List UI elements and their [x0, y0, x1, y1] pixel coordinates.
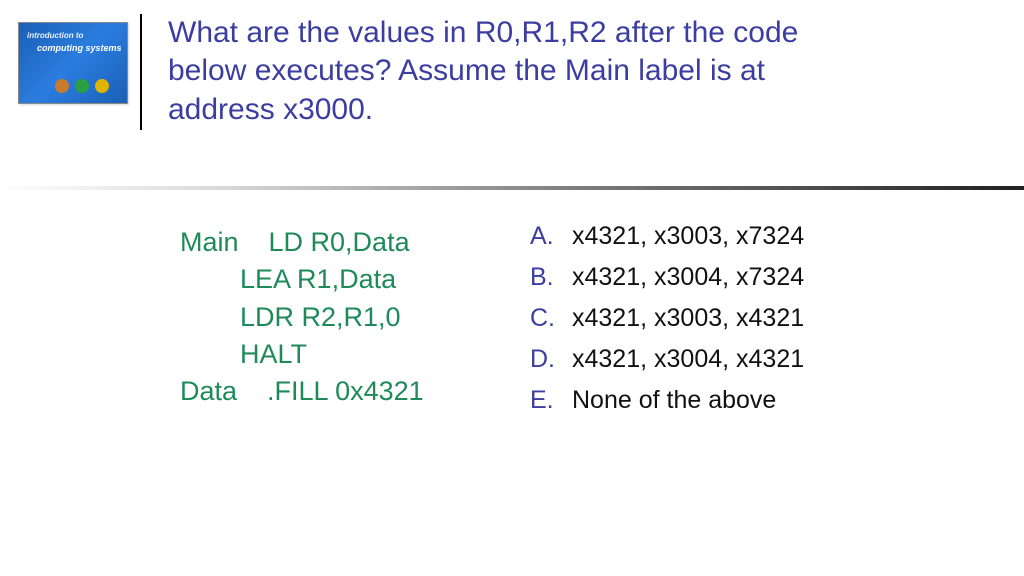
answer-option: A. x4321, x3003, x7324: [530, 222, 804, 251]
horizontal-divider: [0, 186, 1024, 190]
answer-letter: C.: [530, 304, 572, 333]
answer-letter: D.: [530, 345, 572, 374]
answer-text: x4321, x3003, x7324: [572, 222, 804, 251]
answer-letter: A.: [530, 222, 572, 251]
answer-text: x4321, x3003, x4321: [572, 304, 804, 333]
answer-text: x4321, x3004, x4321: [572, 345, 804, 374]
question-text: What are the values in R0,R1,R2 after th…: [168, 14, 868, 129]
book-cover-dots: [55, 79, 109, 93]
answer-option: E. None of the above: [530, 386, 804, 415]
answer-text: None of the above: [572, 386, 776, 415]
answer-option: C. x4321, x3003, x4321: [530, 304, 804, 333]
book-cover-thumbnail: introduction to computing systems: [18, 22, 128, 104]
answer-list: A. x4321, x3003, x7324 B. x4321, x3004, …: [530, 222, 804, 427]
answer-option: B. x4321, x3004, x7324: [530, 263, 804, 292]
dot-icon: [75, 79, 89, 93]
book-title-line2: computing systems: [37, 43, 122, 53]
answer-option: D. x4321, x3004, x4321: [530, 345, 804, 374]
vertical-divider: [140, 14, 142, 130]
slide: introduction to computing systems What a…: [0, 0, 1024, 576]
dot-icon: [95, 79, 109, 93]
answer-letter: B.: [530, 263, 572, 292]
answer-text: x4321, x3004, x7324: [572, 263, 804, 292]
book-title-line1: introduction to: [27, 31, 83, 40]
dot-icon: [55, 79, 69, 93]
answer-letter: E.: [530, 386, 572, 415]
code-block: Main LD R0,Data LEA R1,Data LDR R2,R1,0 …: [180, 224, 424, 410]
